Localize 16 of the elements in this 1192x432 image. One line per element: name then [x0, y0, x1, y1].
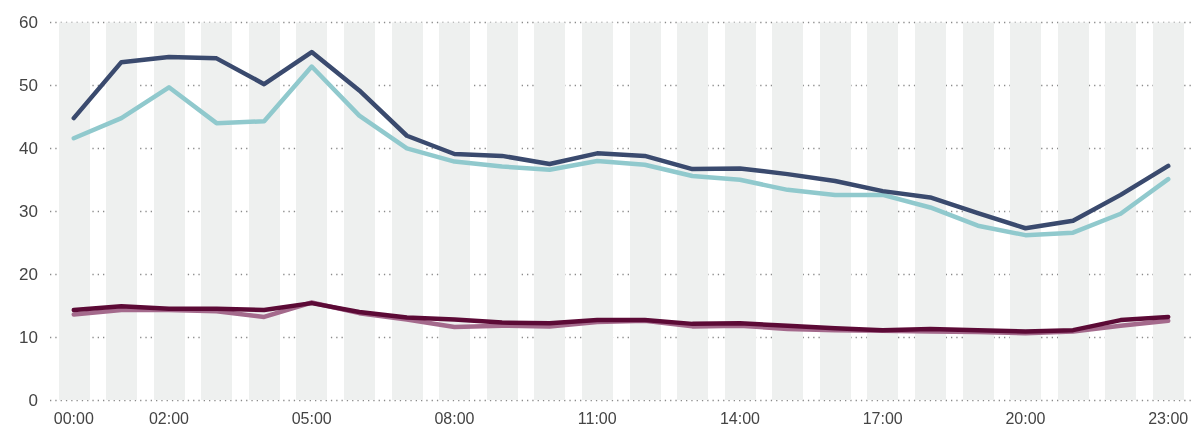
- y-tick-label: 40: [19, 138, 38, 158]
- x-tick-label: 00:00: [53, 409, 94, 427]
- x-tick-label: 17:00: [862, 409, 903, 427]
- x-tick-label: 23:00: [1148, 409, 1189, 427]
- y-tick-label: 50: [19, 75, 38, 95]
- y-tick-label: 60: [19, 13, 38, 32]
- x-tick-label: 02:00: [148, 409, 190, 427]
- x-tick-label: 08:00: [434, 409, 475, 427]
- y-tick-label: 0: [28, 390, 38, 410]
- y-tick-label: 10: [19, 327, 38, 347]
- x-tick-label: 11:00: [577, 409, 617, 427]
- x-tick-label: 05:00: [291, 409, 332, 427]
- x-tick-label: 14:00: [719, 409, 761, 427]
- y-tick-label: 30: [19, 201, 38, 221]
- x-tick-label: 20:00: [1005, 409, 1046, 427]
- y-tick-label: 20: [19, 264, 38, 284]
